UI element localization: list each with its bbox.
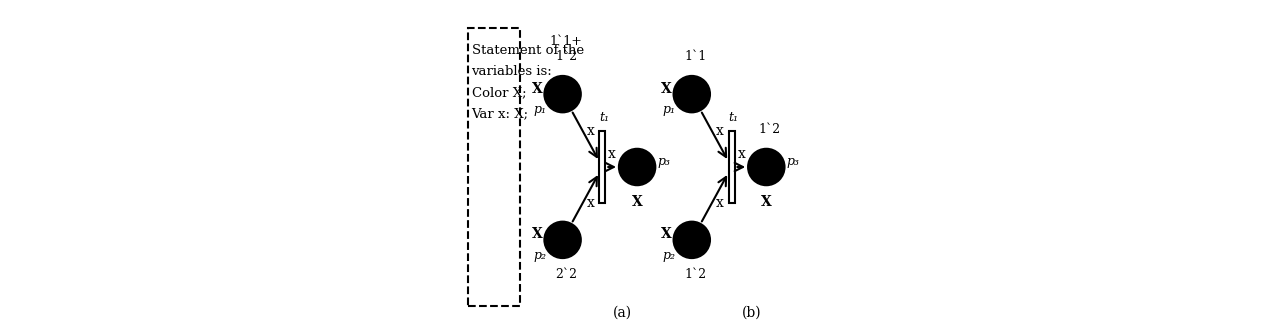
FancyBboxPatch shape [468, 28, 520, 306]
FancyBboxPatch shape [729, 131, 734, 203]
Circle shape [545, 76, 581, 112]
Text: p₁: p₁ [533, 103, 546, 116]
Text: X: X [532, 227, 542, 241]
Text: x: x [715, 196, 724, 210]
Text: x: x [738, 147, 745, 161]
Text: X: X [661, 82, 672, 96]
Text: t₁: t₁ [728, 111, 738, 124]
Circle shape [748, 149, 784, 185]
Text: x: x [608, 147, 617, 161]
FancyBboxPatch shape [599, 131, 605, 203]
Text: p₂: p₂ [662, 249, 675, 262]
Text: p₃: p₃ [786, 155, 799, 168]
Text: p₃: p₃ [657, 155, 670, 168]
Text: 1`1: 1`1 [685, 50, 706, 63]
Text: p₁: p₁ [662, 103, 675, 116]
Text: 2`2: 2`2 [555, 268, 578, 281]
Text: X: X [661, 227, 672, 241]
Circle shape [673, 76, 710, 112]
Text: X: X [760, 195, 772, 209]
Text: 1`2: 1`2 [685, 268, 706, 281]
Text: X: X [632, 195, 643, 209]
Text: 1`1+
1`2: 1`1+ 1`2 [550, 35, 583, 63]
Text: (b): (b) [741, 305, 762, 319]
Text: Statement of the
variables is:
Color X;
Var x: X;: Statement of the variables is: Color X; … [472, 44, 584, 121]
Text: x: x [586, 124, 594, 138]
Text: x: x [715, 124, 724, 138]
Text: 1`2: 1`2 [759, 123, 781, 136]
Circle shape [673, 222, 710, 258]
Text: (a): (a) [613, 305, 632, 319]
Text: p₂: p₂ [533, 249, 546, 262]
Text: X: X [532, 82, 542, 96]
Circle shape [619, 149, 656, 185]
Circle shape [545, 222, 581, 258]
Text: t₁: t₁ [599, 111, 609, 124]
Text: x: x [586, 196, 594, 210]
